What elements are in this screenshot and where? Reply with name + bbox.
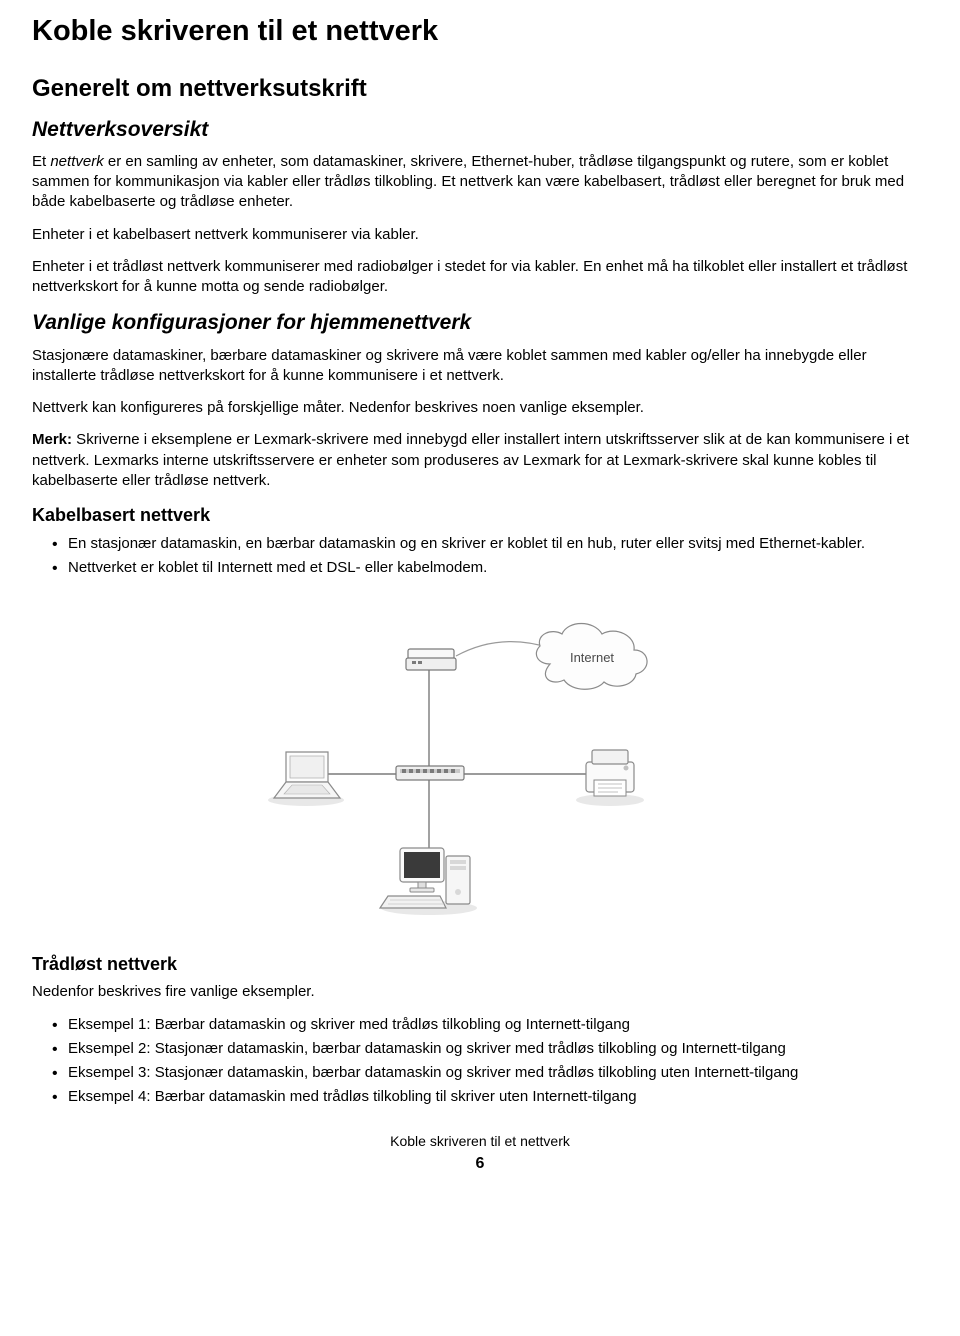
list-kabelbasert: En stasjonær datamaskin, en bærbar datam… xyxy=(32,534,928,579)
subheading-vanlige-konfig: Vanlige konfigurasjoner for hjemmenettve… xyxy=(32,309,928,337)
heading-kabelbasert-nettverk: Kabelbasert nettverk xyxy=(32,503,928,527)
para-nettverk-def: Et nettverk er en samling av enheter, so… xyxy=(32,152,928,213)
printer-icon xyxy=(576,750,644,806)
page-footer: Koble skriveren til et nettverk 6 xyxy=(32,1132,928,1175)
list-item: Eksempel 3: Stasjonær datamaskin, bærbar… xyxy=(54,1063,928,1083)
diagram-svg: Internet xyxy=(250,592,710,932)
network-diagram: Internet xyxy=(32,592,928,932)
para-kabelbasert: Enheter i et kabelbasert nettverk kommun… xyxy=(32,225,928,245)
list-item: Eksempel 4: Bærbar datamaskin med trådlø… xyxy=(54,1087,928,1107)
list-item: Eksempel 1: Bærbar datamaskin og skriver… xyxy=(54,1015,928,1035)
text: Et xyxy=(32,153,50,170)
section-heading-generelt: Generelt om nettverksutskrift xyxy=(32,73,928,105)
merk-text: Skriverne i eksemplene er Lexmark-skrive… xyxy=(32,431,909,489)
footer-text: Koble skriveren til et nettverk xyxy=(32,1132,928,1151)
heading-tradlost-nettverk: Trådløst nettverk xyxy=(32,952,928,976)
subheading-nettverksoversikt: Nettverksoversikt xyxy=(32,116,928,144)
para-tradlost: Enheter i et trådløst nettverk kommunise… xyxy=(32,257,928,298)
modem-icon xyxy=(406,649,456,670)
para-konfig-1: Stasjonære datamaskiner, bærbare datamas… xyxy=(32,346,928,387)
em-nettverk: nettverk xyxy=(50,153,103,170)
list-item: En stasjonær datamaskin, en bærbar datam… xyxy=(54,534,928,554)
internet-cloud-icon: Internet xyxy=(536,624,647,690)
text: er en samling av enheter, som datamaskin… xyxy=(32,153,904,211)
internet-label: Internet xyxy=(570,650,614,665)
list-item: Nettverket er koblet til Internett med e… xyxy=(54,558,928,578)
merk-label: Merk: xyxy=(32,431,72,448)
para-konfig-2: Nettverk kan konfigureres på forskjellig… xyxy=(32,398,928,418)
para-merk: Merk: Skriverne i eksemplene er Lexmark-… xyxy=(32,430,928,491)
desktop-icon xyxy=(380,848,477,915)
page-title: Koble skriveren til et nettverk xyxy=(32,12,928,51)
list-item: Eksempel 2: Stasjonær datamaskin, bærbar… xyxy=(54,1039,928,1059)
list-tradlos: Eksempel 1: Bærbar datamaskin og skriver… xyxy=(32,1015,928,1108)
laptop-icon xyxy=(268,752,344,806)
page-number: 6 xyxy=(32,1153,928,1175)
hub-icon xyxy=(396,766,464,780)
para-tradlos-intro: Nedenfor beskrives fire vanlige eksemple… xyxy=(32,982,928,1002)
